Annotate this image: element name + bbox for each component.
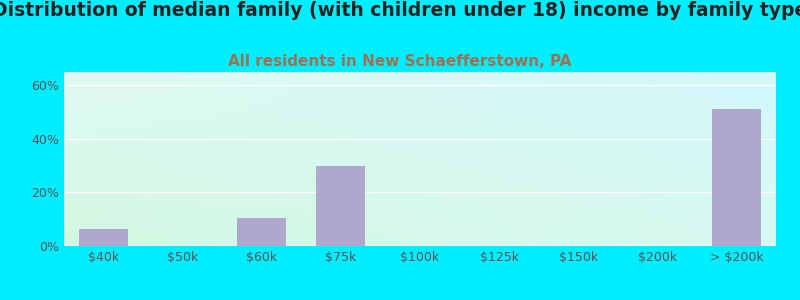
Bar <box>79 229 128 246</box>
Text: All residents in New Schaefferstown, PA: All residents in New Schaefferstown, PA <box>228 54 572 69</box>
Bar <box>712 110 761 246</box>
Text: Distribution of median family (with children under 18) income by family type: Distribution of median family (with chil… <box>0 2 800 20</box>
Bar <box>316 166 366 246</box>
Bar <box>238 218 286 246</box>
